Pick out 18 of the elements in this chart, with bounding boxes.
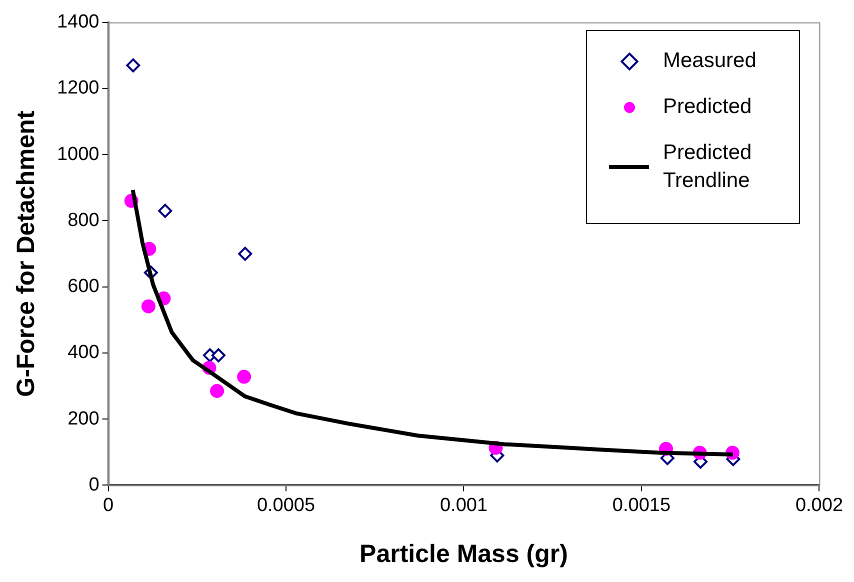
y-tick-label: 1000 (56, 144, 100, 165)
x-axis-title: Particle Mass (gr) (360, 540, 568, 568)
y-tick-label: 1400 (56, 12, 100, 33)
y-tick-label: 600 (68, 276, 100, 298)
y-tick-label: 1200 (56, 78, 100, 99)
y-tick-label: 200 (68, 408, 100, 430)
x-tick-label: 0 (102, 494, 114, 516)
legend-label: Predicted (663, 94, 753, 120)
y-tick-label: 800 (68, 210, 100, 231)
x-tick-label: 0.002 (795, 494, 843, 516)
legend-label: Measured (663, 48, 758, 74)
x-tick-label: 0.0005 (256, 494, 316, 516)
x-tick-label: 0.001 (440, 494, 488, 516)
legend-label: Predicted Trendline (663, 140, 753, 194)
y-axis-title: G-Force for Detachment (12, 110, 40, 397)
y-tick-label: 400 (68, 342, 100, 364)
x-tick-label: 0.0015 (612, 494, 671, 516)
y-tick-label: 0 (88, 474, 100, 496)
